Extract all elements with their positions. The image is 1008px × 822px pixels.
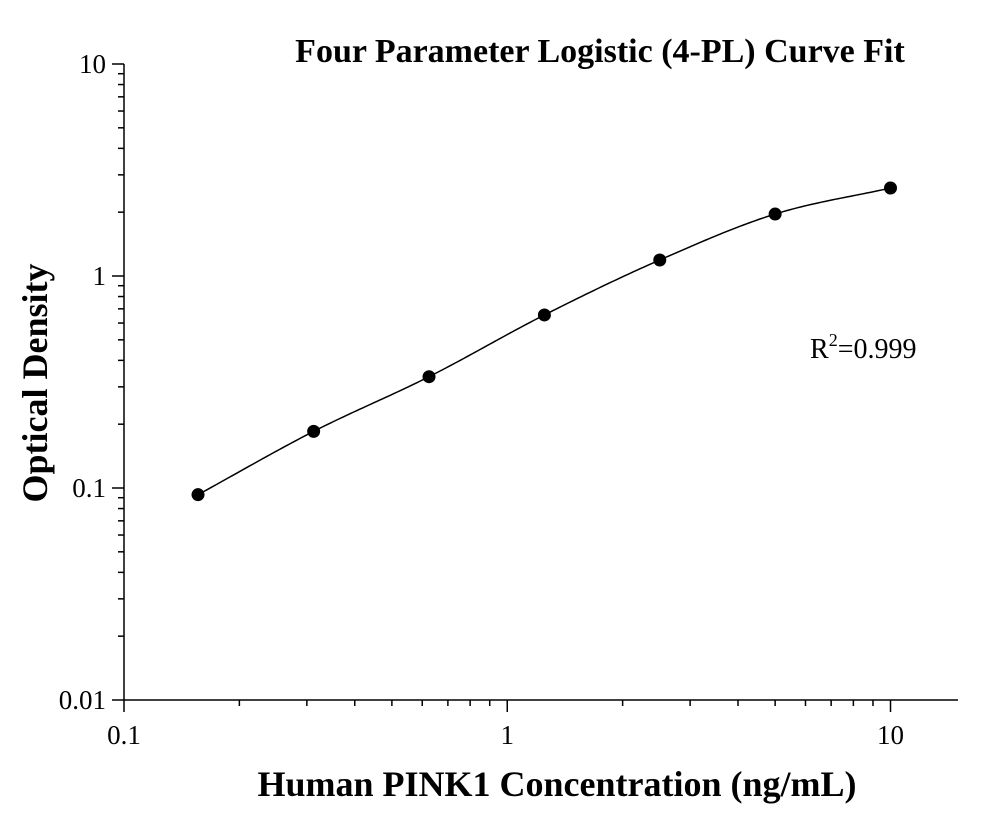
r-squared-superscript: 2: [829, 330, 838, 350]
axes: [123, 64, 958, 701]
x-tick-label: 10: [877, 720, 904, 750]
x-axis-label: Human PINK1 Concentration (ng/mL): [257, 764, 856, 804]
ticks: [112, 63, 892, 712]
chart-title: Four Parameter Logistic (4-PL) Curve Fit: [295, 33, 905, 70]
data-point: [307, 424, 321, 438]
y-axis-label: Optical Density: [15, 264, 55, 503]
y-tick-label: 10: [79, 49, 106, 79]
data-point: [422, 370, 436, 384]
r-squared-annotation: R2=0.999: [810, 330, 916, 365]
x-tick-label: 0.1: [107, 720, 141, 750]
y-tick-label: 0.01: [59, 685, 106, 715]
data-point: [884, 181, 898, 195]
data-point: [191, 488, 205, 502]
x-tick-label: 1: [501, 720, 515, 750]
data-point: [653, 253, 667, 267]
fit-curve: [197, 187, 891, 496]
data-point: [768, 207, 782, 221]
data-point: [537, 308, 551, 322]
r-squared-prefix: R: [810, 334, 829, 365]
y-tick-label: 0.1: [72, 473, 106, 503]
y-tick-label: 1: [93, 261, 107, 291]
data-points: [191, 181, 898, 502]
r-squared-value: =0.999: [838, 334, 917, 365]
